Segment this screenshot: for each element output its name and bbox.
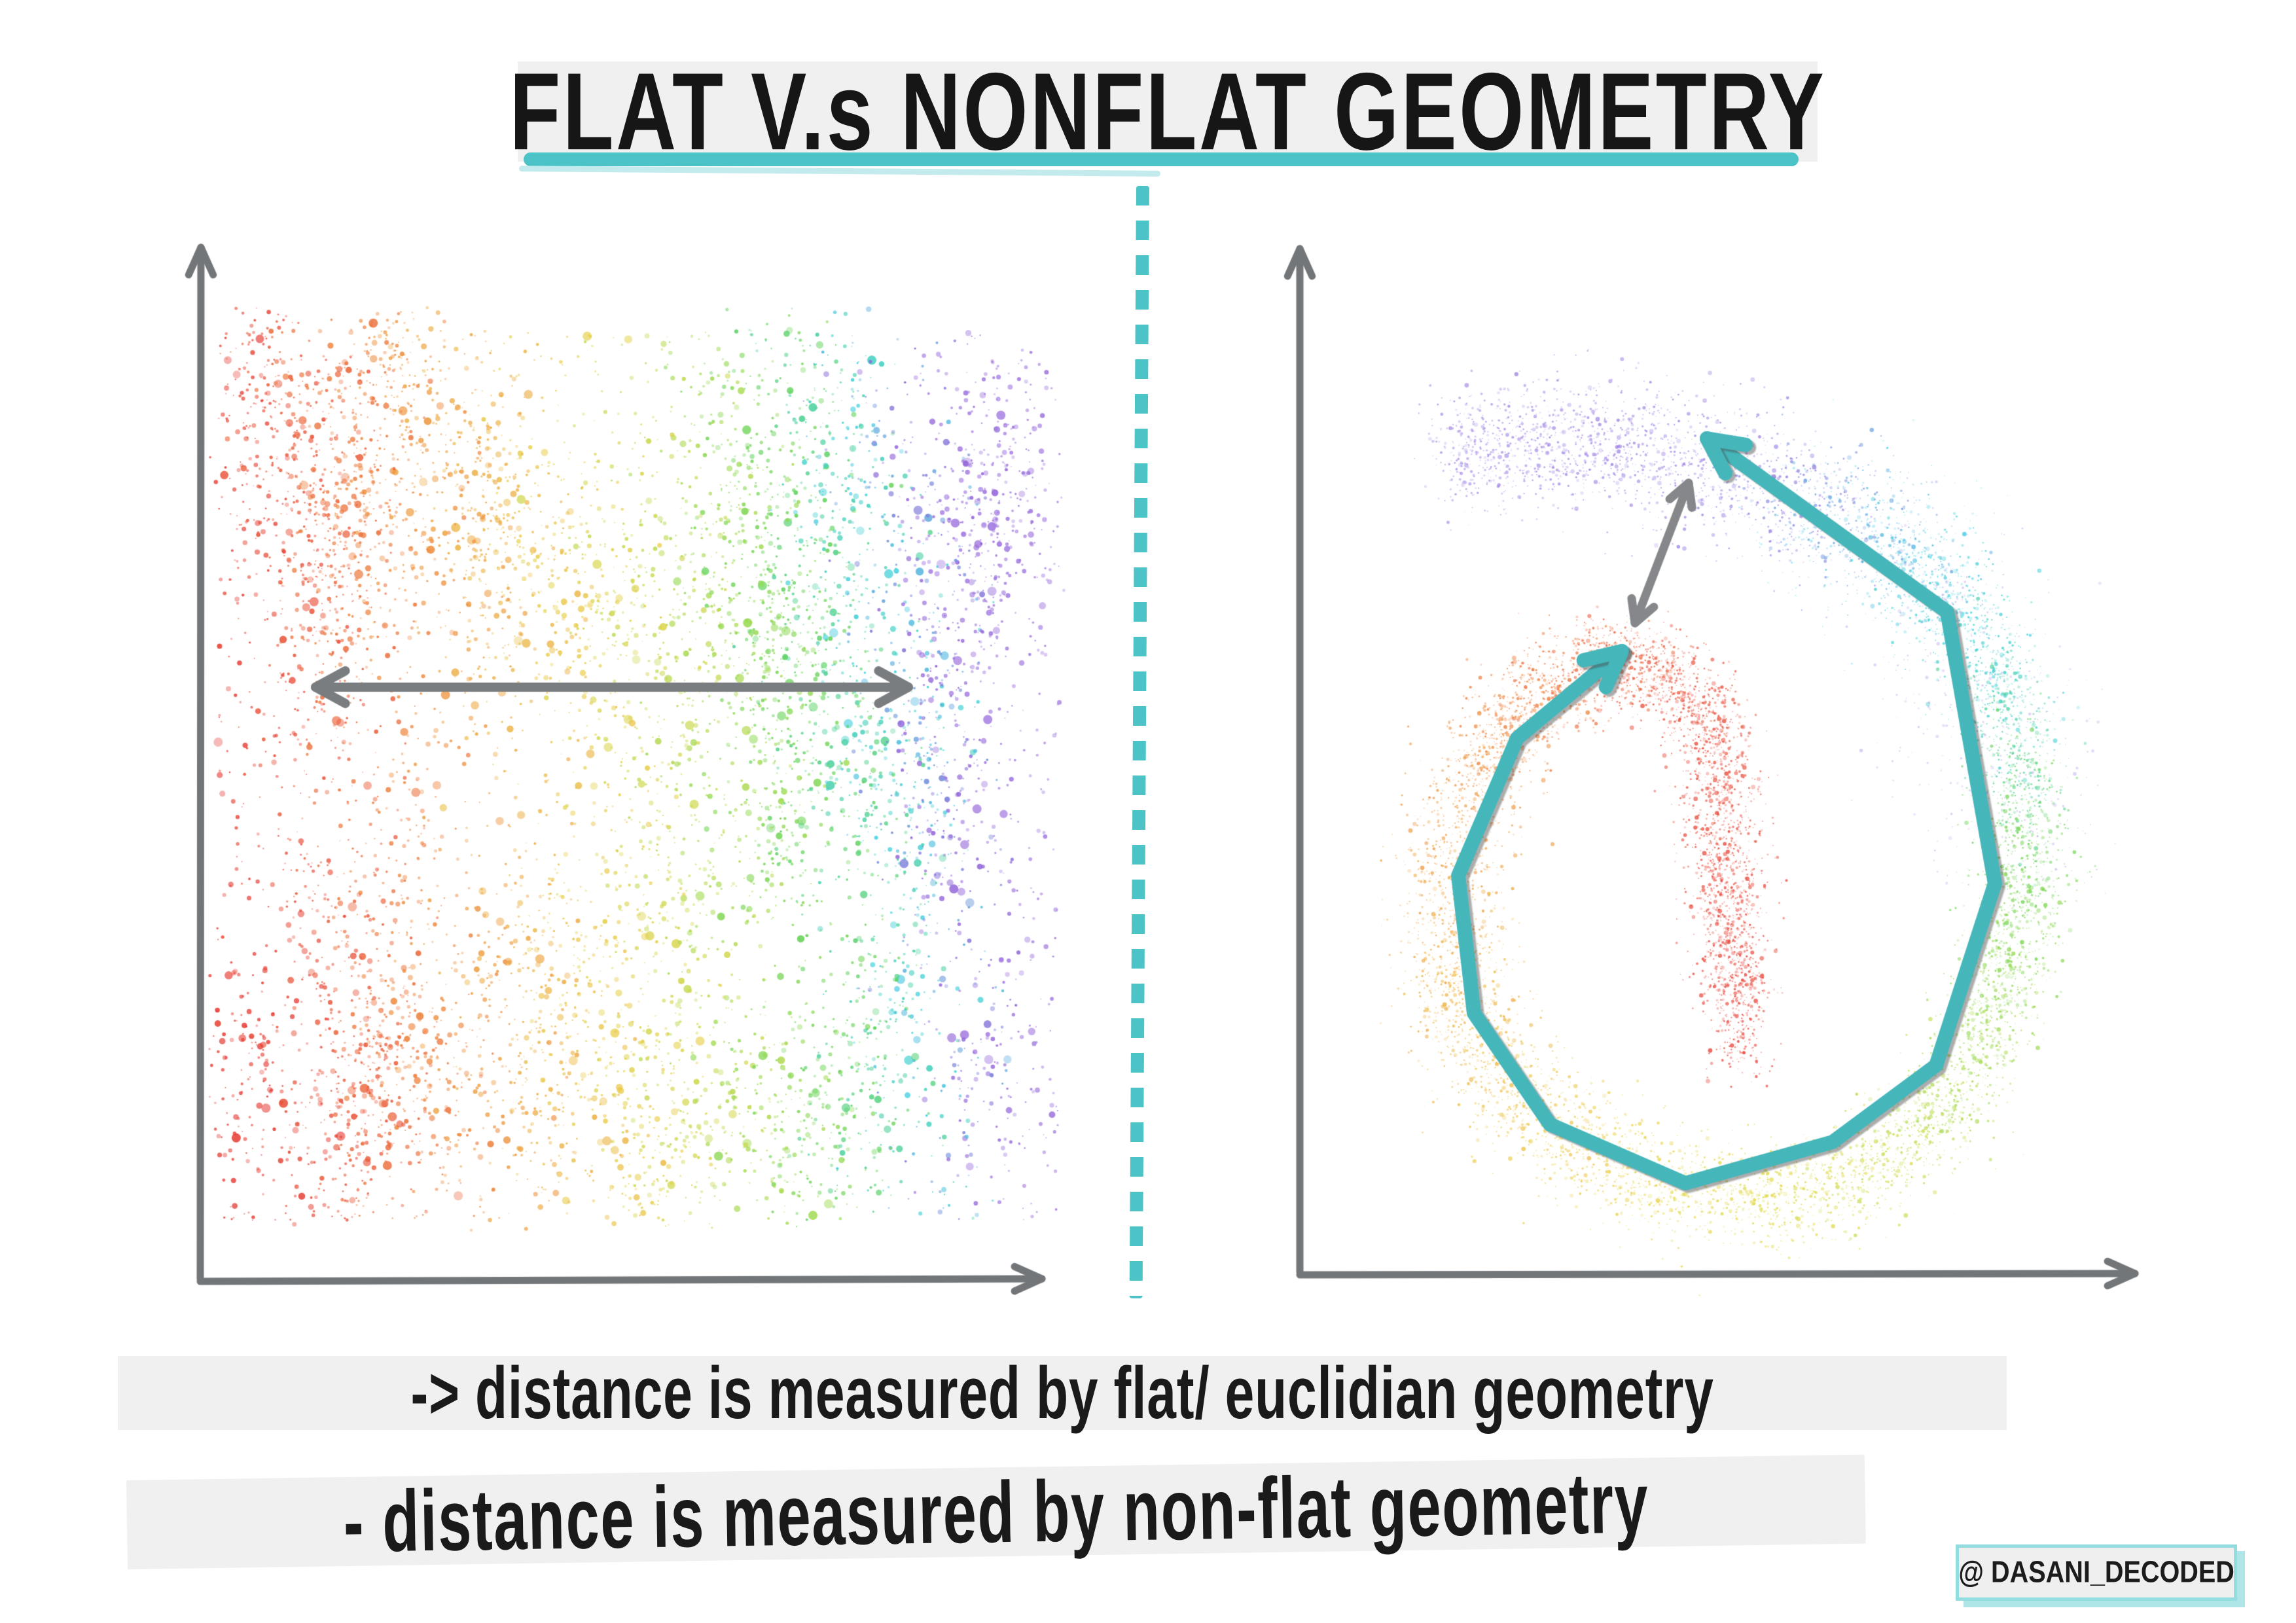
title-underline xyxy=(524,152,1799,166)
caption-flat-text: -> distance is measured by flat/ euclidi… xyxy=(410,1351,1714,1435)
plots-divider-dashed-line xyxy=(1129,185,1149,1299)
watermark-box: @ DASANI_DECODED xyxy=(1956,1544,2237,1601)
title-band: FLAT V.s NONFLAT GEOMETRY xyxy=(509,50,1823,173)
watermark-text: @ DASANI_DECODED xyxy=(1958,1555,2234,1590)
flat-plot-canvas xyxy=(151,216,1119,1329)
nonflat-plot-canvas xyxy=(1230,216,2186,1329)
page-title: FLAT V.s NONFLAT GEOMETRY xyxy=(509,49,1826,173)
caption-flat-band: -> distance is measured by flat/ euclidi… xyxy=(118,1351,2007,1434)
caption-nonflat-text: - distance is measured by non-flat geome… xyxy=(342,1454,1650,1570)
caption-nonflat-band: - distance is measured by non-flat geome… xyxy=(126,1454,1866,1570)
